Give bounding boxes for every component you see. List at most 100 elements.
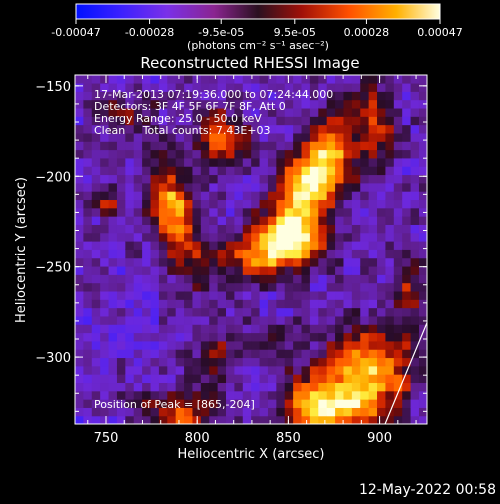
heatmap-cell bbox=[116, 124, 126, 134]
heatmap-cell bbox=[360, 124, 370, 134]
heatmap-cell bbox=[133, 107, 143, 117]
heatmap-cell bbox=[402, 166, 412, 176]
heatmap-cell bbox=[293, 415, 303, 424]
heatmap-cell bbox=[108, 132, 118, 142]
heatmap-cell bbox=[125, 166, 135, 176]
heatmap-cell bbox=[267, 75, 277, 84]
heatmap-cell bbox=[184, 182, 194, 192]
heatmap-cell bbox=[309, 315, 319, 325]
heatmap-cell bbox=[351, 75, 361, 84]
heatmap-cell bbox=[410, 116, 420, 126]
heatmap-cell bbox=[108, 216, 118, 225]
heatmap-image bbox=[75, 75, 427, 424]
heatmap-cell bbox=[377, 241, 387, 250]
heatmap-cell bbox=[91, 349, 101, 359]
heatmap-cell bbox=[377, 166, 387, 176]
heatmap-cell bbox=[184, 116, 194, 126]
heatmap-cell bbox=[418, 299, 427, 309]
heatmap-cell bbox=[351, 182, 361, 192]
heatmap-cell bbox=[192, 174, 202, 184]
heatmap-cell bbox=[326, 99, 336, 109]
heatmap-cell bbox=[385, 224, 395, 234]
heatmap-cell bbox=[259, 274, 269, 284]
heatmap-cell bbox=[377, 132, 387, 142]
heatmap-cell bbox=[234, 299, 244, 309]
heatmap-cell bbox=[217, 307, 227, 317]
heatmap-cell bbox=[309, 82, 319, 92]
heatmap-cell bbox=[410, 99, 420, 109]
heatmap-cell bbox=[209, 307, 219, 317]
heatmap-cell bbox=[276, 382, 286, 392]
heatmap-cell bbox=[226, 157, 235, 167]
heatmap-cell bbox=[259, 174, 269, 184]
heatmap-cell bbox=[293, 257, 303, 267]
heatmap-cell bbox=[393, 382, 403, 392]
heatmap-cell bbox=[83, 265, 93, 275]
heatmap-cell bbox=[343, 91, 353, 101]
heatmap-cell bbox=[385, 357, 395, 367]
heatmap-cell bbox=[377, 124, 387, 134]
heatmap-cell bbox=[259, 157, 269, 167]
heatmap-cell bbox=[276, 249, 286, 259]
heatmap-cell bbox=[234, 116, 244, 126]
heatmap-cell bbox=[226, 232, 235, 242]
heatmap-cell bbox=[226, 340, 235, 350]
heatmap-cell bbox=[142, 232, 152, 242]
y-tick-label: −250 bbox=[35, 261, 71, 276]
heatmap-cell bbox=[150, 124, 160, 134]
heatmap-cell bbox=[251, 166, 261, 176]
heatmap-cell bbox=[75, 124, 84, 134]
heatmap-cell bbox=[343, 332, 353, 342]
heatmap-cell bbox=[368, 174, 378, 184]
heatmap-cell bbox=[226, 390, 235, 400]
heatmap-cell bbox=[142, 399, 152, 408]
heatmap-cell bbox=[318, 390, 328, 400]
heatmap-cell bbox=[167, 282, 177, 292]
heatmap-cell bbox=[142, 290, 152, 300]
heatmap-cell bbox=[175, 166, 185, 176]
heatmap-cell bbox=[368, 399, 378, 408]
heatmap-cell bbox=[91, 207, 101, 217]
heatmap-cell bbox=[259, 349, 269, 359]
heatmap-cell bbox=[343, 241, 353, 250]
heatmap-cell bbox=[175, 124, 185, 134]
heatmap-cell bbox=[83, 199, 93, 209]
heatmap-cell bbox=[402, 216, 412, 225]
heatmap-cell bbox=[351, 91, 361, 101]
heatmap-cell bbox=[108, 365, 118, 375]
heatmap-cell bbox=[91, 357, 101, 367]
heatmap-cell bbox=[91, 141, 101, 151]
heatmap-cell bbox=[234, 399, 244, 408]
heatmap-cell bbox=[242, 141, 252, 151]
heatmap-cell bbox=[402, 307, 412, 317]
heatmap-cell bbox=[343, 199, 353, 209]
heatmap-cell bbox=[267, 124, 277, 134]
heatmap-cell bbox=[318, 415, 328, 424]
heatmap-cell bbox=[343, 249, 353, 259]
heatmap-cell bbox=[116, 332, 126, 342]
heatmap-cell bbox=[133, 116, 143, 126]
heatmap-cell bbox=[343, 265, 353, 275]
heatmap-cell bbox=[167, 265, 177, 275]
heatmap-cell bbox=[410, 290, 420, 300]
heatmap-cell bbox=[410, 299, 420, 309]
heatmap-cell bbox=[360, 307, 370, 317]
heatmap-cell bbox=[301, 157, 311, 167]
heatmap-cell bbox=[293, 157, 303, 167]
heatmap-cell bbox=[368, 249, 378, 259]
heatmap-cell bbox=[125, 265, 135, 275]
heatmap-cell bbox=[368, 257, 378, 267]
heatmap-cell bbox=[91, 116, 101, 126]
heatmap-cell bbox=[377, 116, 387, 126]
heatmap-cell bbox=[251, 324, 261, 334]
heatmap-cell bbox=[175, 157, 185, 167]
heatmap-cell bbox=[309, 157, 319, 167]
heatmap-cell bbox=[410, 265, 420, 275]
heatmap-cell bbox=[150, 157, 160, 167]
heatmap-cell bbox=[351, 107, 361, 117]
heatmap-cell bbox=[410, 349, 420, 359]
heatmap-cell bbox=[108, 207, 118, 217]
heatmap-cell bbox=[75, 407, 84, 417]
heatmap-cell bbox=[360, 82, 370, 92]
heatmap-cell bbox=[293, 149, 303, 159]
